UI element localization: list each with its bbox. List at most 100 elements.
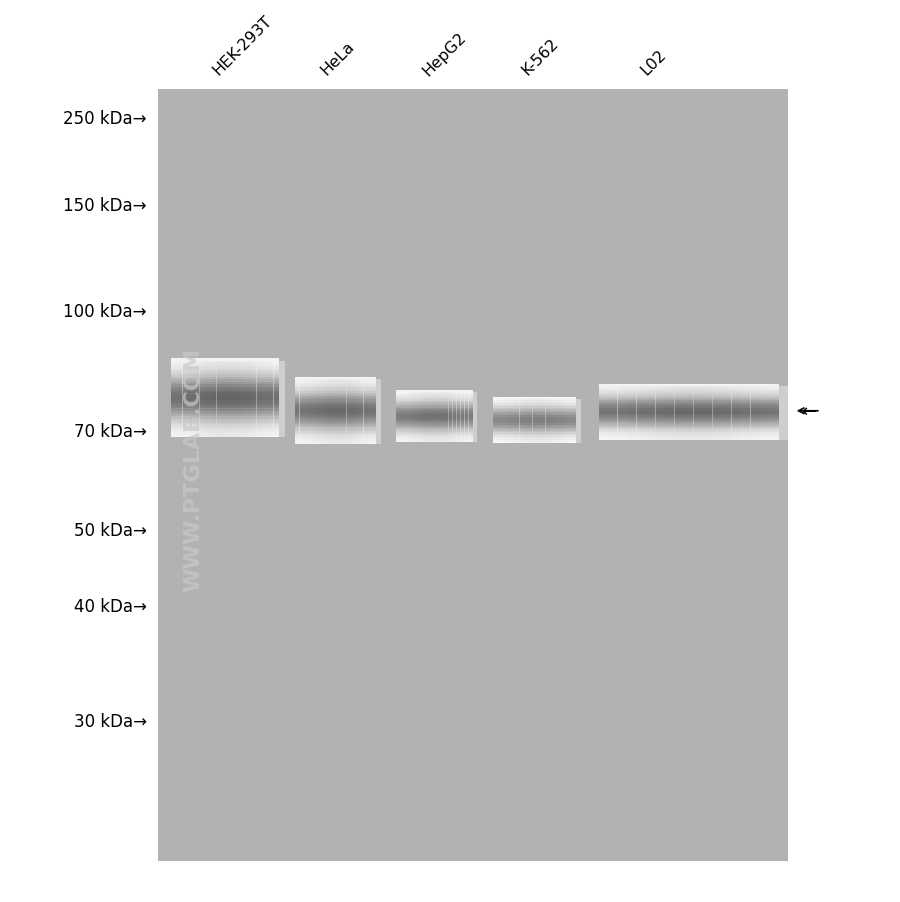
Bar [412,392,417,443]
Bar [396,437,472,439]
Bar [376,380,381,445]
Bar [493,438,576,440]
Bar [493,400,576,402]
Bar [416,392,420,443]
Bar [295,416,376,418]
Bar [171,362,177,438]
Bar [617,386,627,440]
Bar [188,362,194,438]
Bar [295,418,376,420]
Bar [396,392,472,394]
Bar [396,396,472,398]
Bar [598,388,778,390]
Bar [510,400,515,443]
Bar [171,409,279,411]
Bar [171,369,279,372]
Bar [171,435,279,438]
Bar [396,404,472,407]
Bar [171,388,279,391]
Bar [646,386,656,440]
Bar [432,392,436,443]
Bar [493,411,576,413]
Bar [211,362,217,438]
Bar [493,410,576,411]
Bar [598,399,778,401]
Bar [396,413,472,415]
Bar [295,442,376,445]
Bar [598,418,778,419]
Bar [171,430,279,433]
Bar [364,380,368,445]
Bar [396,428,472,430]
Bar [731,386,741,440]
Bar [200,362,205,438]
Bar [396,439,472,441]
Bar [493,419,576,420]
Bar [171,417,279,419]
Bar [493,407,576,409]
Bar [267,362,274,438]
Bar [396,400,472,401]
Bar [493,416,576,418]
Bar [171,380,279,382]
Bar [295,422,376,425]
Bar [519,400,524,443]
Bar [598,395,778,397]
Bar [396,411,472,413]
Bar [338,380,342,445]
Bar [228,362,234,438]
Bar [608,386,618,440]
Bar [598,428,778,431]
Bar [493,437,576,438]
Bar [295,384,376,387]
Bar [329,380,334,445]
Bar [194,362,200,438]
Bar [368,380,372,445]
Bar [598,403,778,405]
Bar [346,380,351,445]
Bar [760,386,770,440]
Text: 30 kDa→: 30 kDa→ [74,713,147,731]
Bar [493,420,576,422]
Bar [493,431,576,433]
Bar [396,420,472,422]
Bar [559,400,563,443]
Bar [396,415,472,417]
Bar [295,380,376,382]
Bar [750,386,760,440]
Bar [295,437,376,440]
Bar [674,386,684,440]
Bar [655,386,665,440]
Bar [536,400,541,443]
Bar [464,392,469,443]
Bar [598,433,778,435]
Bar [493,442,576,443]
Bar [456,392,461,443]
Bar [295,380,300,445]
Bar [171,391,279,393]
Text: HepG2: HepG2 [419,29,469,78]
Bar [598,384,778,386]
Bar [493,399,576,400]
Bar [722,386,732,440]
Bar [295,419,376,422]
Bar [507,400,511,443]
Bar [295,411,376,413]
Bar [171,366,279,369]
Bar [598,435,778,437]
Bar [295,400,376,402]
Bar [524,400,528,443]
Bar [598,419,778,421]
Bar [295,382,376,384]
Bar [171,392,279,396]
Bar [498,400,502,443]
Bar [665,386,675,440]
Bar [598,425,778,427]
Bar [355,380,359,445]
Bar [493,403,576,405]
Bar [396,392,400,443]
Bar [598,423,778,425]
Bar [598,438,778,440]
Bar [171,432,279,436]
Text: 70 kDa→: 70 kDa→ [74,422,147,440]
